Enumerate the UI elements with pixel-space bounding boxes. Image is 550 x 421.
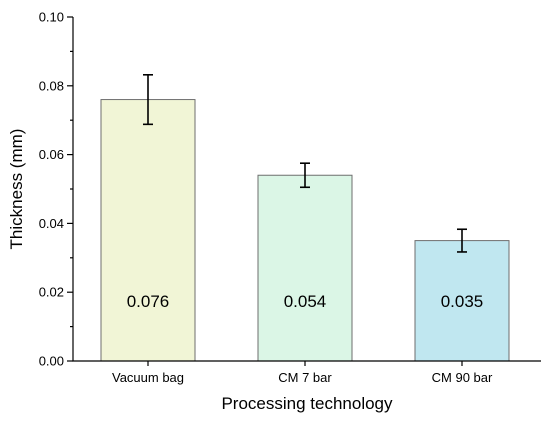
data-label: 0.035 <box>441 292 484 311</box>
bar-vacuum-bag <box>100 99 196 362</box>
data-label: 0.054 <box>284 292 327 311</box>
y-tick-label: 0.04 <box>39 216 64 231</box>
y-tick-label: 0.06 <box>39 147 64 162</box>
ticks-layer: Vacuum bag CM 7 bar CM 90 bar 0.00 0.02 0.04 0… <box>39 10 493 386</box>
x-tick-label: Vacuum bag <box>112 370 184 385</box>
x-tick-label: CM 90 bar <box>432 370 493 385</box>
bar-cm-90-bar <box>414 240 510 362</box>
y-tick-label: 0.00 <box>39 354 64 369</box>
bar-cm-7-bar <box>257 174 353 362</box>
y-tick-label: 0.08 <box>39 78 64 93</box>
error-bars-layer <box>143 73 467 253</box>
x-tick-label: CM 7 bar <box>278 370 332 385</box>
bars-layer <box>100 99 510 362</box>
data-label: 0.076 <box>127 292 170 311</box>
data-labels-layer: 0.076 0.054 0.035 <box>127 292 484 311</box>
x-axis-title: Processing technology <box>221 394 393 413</box>
y-tick-label: 0.10 <box>39 10 64 25</box>
y-tick-label: 0.02 <box>39 285 64 300</box>
y-axis-title: Thickness (mm) <box>7 129 26 250</box>
